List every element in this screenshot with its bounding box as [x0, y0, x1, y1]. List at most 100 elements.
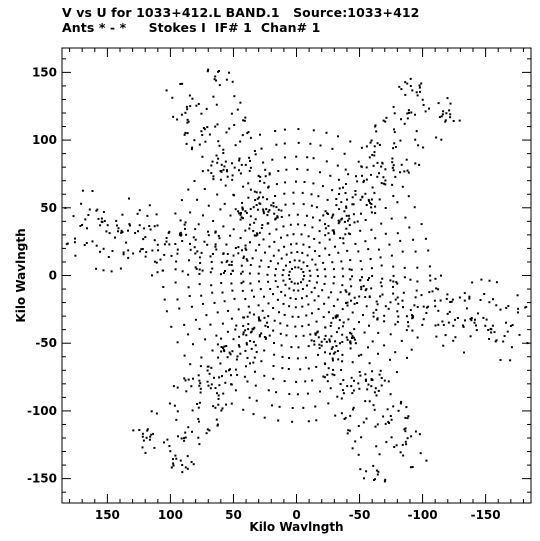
uv-point: [162, 286, 165, 288]
uv-point: [165, 310, 168, 313]
uv-point: [273, 319, 276, 322]
uv-point: [221, 407, 224, 410]
uv-point: [217, 397, 220, 400]
uv-point: [449, 113, 452, 116]
uv-point: [221, 291, 224, 294]
uv-point: [346, 304, 349, 307]
uv-point: [248, 311, 251, 314]
uv-point: [258, 180, 261, 183]
uv-point: [108, 232, 111, 235]
uv-point: [168, 230, 171, 233]
uv-point: [388, 422, 391, 424]
uv-point: [408, 111, 410, 114]
uv-point: [244, 210, 247, 213]
uv-point: [329, 387, 332, 390]
uv-point: [296, 213, 299, 216]
uv-point: [100, 217, 103, 220]
uv-point: [200, 112, 203, 115]
uv-point: [250, 347, 253, 350]
uv-point: [167, 231, 170, 234]
uv-point: [245, 248, 248, 251]
uv-point: [95, 267, 98, 270]
uv-point: [357, 453, 360, 456]
uv-point: [239, 352, 242, 355]
uv-point: [216, 193, 219, 196]
uv-point: [342, 389, 344, 392]
uv-point: [260, 332, 263, 335]
uv-point: [206, 365, 209, 368]
uv-point: [207, 384, 210, 387]
uv-point: [383, 344, 386, 347]
uv-point: [391, 166, 394, 169]
uv-point: [240, 264, 243, 267]
uv-point: [226, 170, 229, 173]
uv-point: [242, 324, 245, 327]
uv-point: [186, 108, 189, 111]
uv-point: [345, 214, 348, 217]
uv-point: [241, 249, 243, 252]
uv-point: [444, 119, 447, 122]
uv-point: [440, 274, 442, 277]
uv-point: [209, 255, 212, 258]
uv-point: [145, 251, 148, 254]
uv-point: [267, 302, 270, 305]
uv-point: [110, 270, 113, 273]
uv-point: [413, 206, 416, 209]
uv-point: [151, 274, 153, 277]
uv-point: [309, 274, 312, 277]
uv-point: [411, 89, 414, 92]
uv-point: [440, 138, 443, 141]
uv-point: [258, 196, 261, 199]
uv-point: [391, 183, 394, 186]
uv-point: [105, 230, 108, 233]
uv-point: [409, 85, 412, 87]
uv-point: [340, 218, 343, 221]
uv-point: [517, 311, 519, 314]
uv-point: [342, 237, 345, 240]
uv-point: [332, 282, 335, 285]
uv-point: [264, 336, 267, 339]
uv-point: [324, 234, 327, 237]
uv-point: [442, 110, 445, 113]
uv-point: [305, 214, 308, 217]
uv-point: [404, 440, 407, 443]
uv-point: [172, 115, 175, 118]
uv-point: [394, 175, 397, 178]
uv-point: [301, 325, 304, 328]
uv-point: [345, 290, 348, 293]
uv-point: [284, 203, 287, 206]
uv-point: [225, 131, 228, 134]
uv-point: [376, 473, 379, 476]
uv-point: [225, 260, 228, 263]
uv-point: [244, 349, 247, 352]
uv-point: [389, 301, 392, 304]
uv-point: [380, 165, 383, 168]
uv-point: [517, 307, 520, 310]
uv-point: [286, 234, 289, 237]
uv-point: [197, 436, 200, 439]
uv-point: [186, 118, 189, 121]
uv-point: [390, 418, 393, 421]
uv-point: [274, 268, 277, 271]
uv-point: [315, 281, 318, 284]
uv-point: [404, 416, 407, 419]
uv-point: [371, 340, 374, 343]
uv-point: [376, 318, 379, 321]
uv-point: [193, 139, 196, 142]
uv-point: [274, 274, 277, 277]
uv-point: [334, 414, 337, 417]
uv-point: [213, 78, 216, 81]
uv-point: [393, 446, 396, 448]
uv-point: [210, 366, 213, 369]
uv-point: [378, 172, 380, 175]
uv-point: [221, 347, 224, 349]
uv-point: [393, 142, 396, 145]
uv-point: [140, 248, 143, 251]
uv-point: [395, 371, 398, 374]
uv-point: [324, 247, 327, 250]
uv-point: [327, 311, 330, 314]
uv-point: [197, 406, 200, 409]
uv-point: [255, 204, 258, 206]
uv-point: [392, 274, 395, 277]
uv-point: [213, 376, 215, 379]
